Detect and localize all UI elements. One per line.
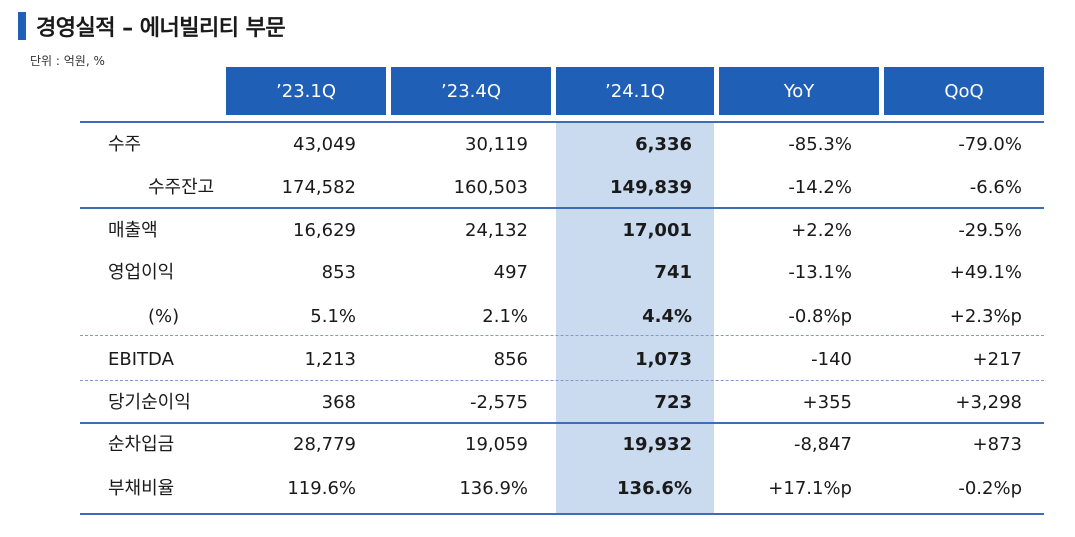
table-cell: 136.6% bbox=[617, 478, 692, 499]
table-row: 순차입금 28,779 19,059 19,932 -8,847 +873 bbox=[0, 425, 1075, 465]
table-cell: 4.4% bbox=[642, 306, 692, 327]
column-header-23-4q: ’23.4Q bbox=[391, 67, 551, 115]
table-cell: 1,213 bbox=[304, 349, 356, 370]
table-row: 수주잔고 174,582 160,503 149,839 -14.2% -6.6% bbox=[0, 168, 1075, 208]
table-row: EBITDA 1,213 856 1,073 -140 +217 bbox=[0, 340, 1075, 380]
row-label: 수주 bbox=[108, 134, 142, 155]
row-label: EBITDA bbox=[108, 349, 174, 370]
table-cell: 368 bbox=[321, 392, 356, 413]
table-cell: 160,503 bbox=[453, 177, 528, 198]
table-cell: 5.1% bbox=[310, 306, 356, 327]
column-header-23-1q: ’23.1Q bbox=[226, 67, 386, 115]
row-label: 부채비율 bbox=[108, 478, 175, 499]
table-row: 부채비율 119.6% 136.9% 136.6% +17.1%p -0.2%p bbox=[0, 469, 1075, 509]
unit-note: 단위 : 억원, % bbox=[30, 54, 105, 68]
table-cell: 43,049 bbox=[293, 134, 356, 155]
table-row: 당기순이익 368 -2,575 723 +355 +3,298 bbox=[0, 383, 1075, 423]
table-cell: +2.3%p bbox=[949, 306, 1022, 327]
row-label: 영업이익 bbox=[108, 262, 175, 283]
row-divider bbox=[80, 380, 1044, 381]
table-cell: 856 bbox=[493, 349, 528, 370]
table-cell: 136.9% bbox=[459, 478, 528, 499]
table-cell: 6,336 bbox=[635, 134, 692, 155]
table-cell: 1,073 bbox=[635, 349, 692, 370]
table-cell: +2.2% bbox=[791, 220, 852, 241]
table-cell: -14.2% bbox=[788, 177, 852, 198]
table-cell: -13.1% bbox=[788, 262, 852, 283]
table-cell: 19,059 bbox=[465, 434, 528, 455]
table-top-rule bbox=[80, 121, 1044, 123]
table-cell: +355 bbox=[802, 392, 852, 413]
table-cell: -85.3% bbox=[788, 134, 852, 155]
table-row: 매출액 16,629 24,132 17,001 +2.2% -29.5% bbox=[0, 211, 1075, 251]
section-rule bbox=[80, 207, 1044, 209]
table-cell: 119.6% bbox=[287, 478, 356, 499]
row-label: 수주잔고 bbox=[148, 177, 215, 198]
table-cell: 30,119 bbox=[465, 134, 528, 155]
table-cell: 853 bbox=[321, 262, 356, 283]
column-header-yoy: YoY bbox=[719, 67, 879, 115]
table-row: 수주 43,049 30,119 6,336 -85.3% -79.0% bbox=[0, 125, 1075, 165]
table-cell: 149,839 bbox=[610, 177, 692, 198]
table-bottom-rule bbox=[80, 513, 1044, 515]
table-row: 영업이익 853 497 741 -13.1% +49.1% bbox=[0, 253, 1075, 293]
row-label: 순차입금 bbox=[108, 434, 175, 455]
table-cell: -0.8%p bbox=[788, 306, 852, 327]
table-cell: 2.1% bbox=[482, 306, 528, 327]
row-label: (%) bbox=[148, 306, 180, 327]
table-cell: -2,575 bbox=[469, 392, 528, 413]
table-cell: 741 bbox=[654, 262, 692, 283]
table-cell: -0.2%p bbox=[958, 478, 1022, 499]
table-cell: -29.5% bbox=[958, 220, 1022, 241]
table-cell: 497 bbox=[493, 262, 528, 283]
row-divider bbox=[80, 335, 1044, 336]
table-cell: +49.1% bbox=[949, 262, 1022, 283]
page-title: 경영실적 – 에너빌리티 부문 bbox=[36, 16, 286, 41]
row-label: 당기순이익 bbox=[108, 392, 191, 413]
table-cell: 723 bbox=[654, 392, 692, 413]
column-header-qoq: QoQ bbox=[884, 67, 1044, 115]
table-cell: 28,779 bbox=[293, 434, 356, 455]
table-cell: 174,582 bbox=[281, 177, 356, 198]
table-cell: 17,001 bbox=[622, 220, 692, 241]
table-cell: -79.0% bbox=[958, 134, 1022, 155]
table-cell: 19,932 bbox=[622, 434, 692, 455]
table-cell: +17.1%p bbox=[768, 478, 852, 499]
column-header-24-1q: ’24.1Q bbox=[556, 67, 714, 115]
table-cell: +873 bbox=[972, 434, 1022, 455]
row-label: 매출액 bbox=[108, 220, 158, 241]
table-cell: +217 bbox=[972, 349, 1022, 370]
table-cell: 24,132 bbox=[465, 220, 528, 241]
table-cell: -140 bbox=[811, 349, 852, 370]
title-accent-bar bbox=[18, 12, 26, 40]
table-cell: 16,629 bbox=[293, 220, 356, 241]
table-cell: +3,298 bbox=[955, 392, 1022, 413]
table-row: (%) 5.1% 2.1% 4.4% -0.8%p +2.3%p bbox=[0, 297, 1075, 337]
section-rule bbox=[80, 422, 1044, 424]
current-quarter-highlight bbox=[556, 122, 714, 515]
table-cell: -8,847 bbox=[793, 434, 852, 455]
table-cell: -6.6% bbox=[969, 177, 1022, 198]
